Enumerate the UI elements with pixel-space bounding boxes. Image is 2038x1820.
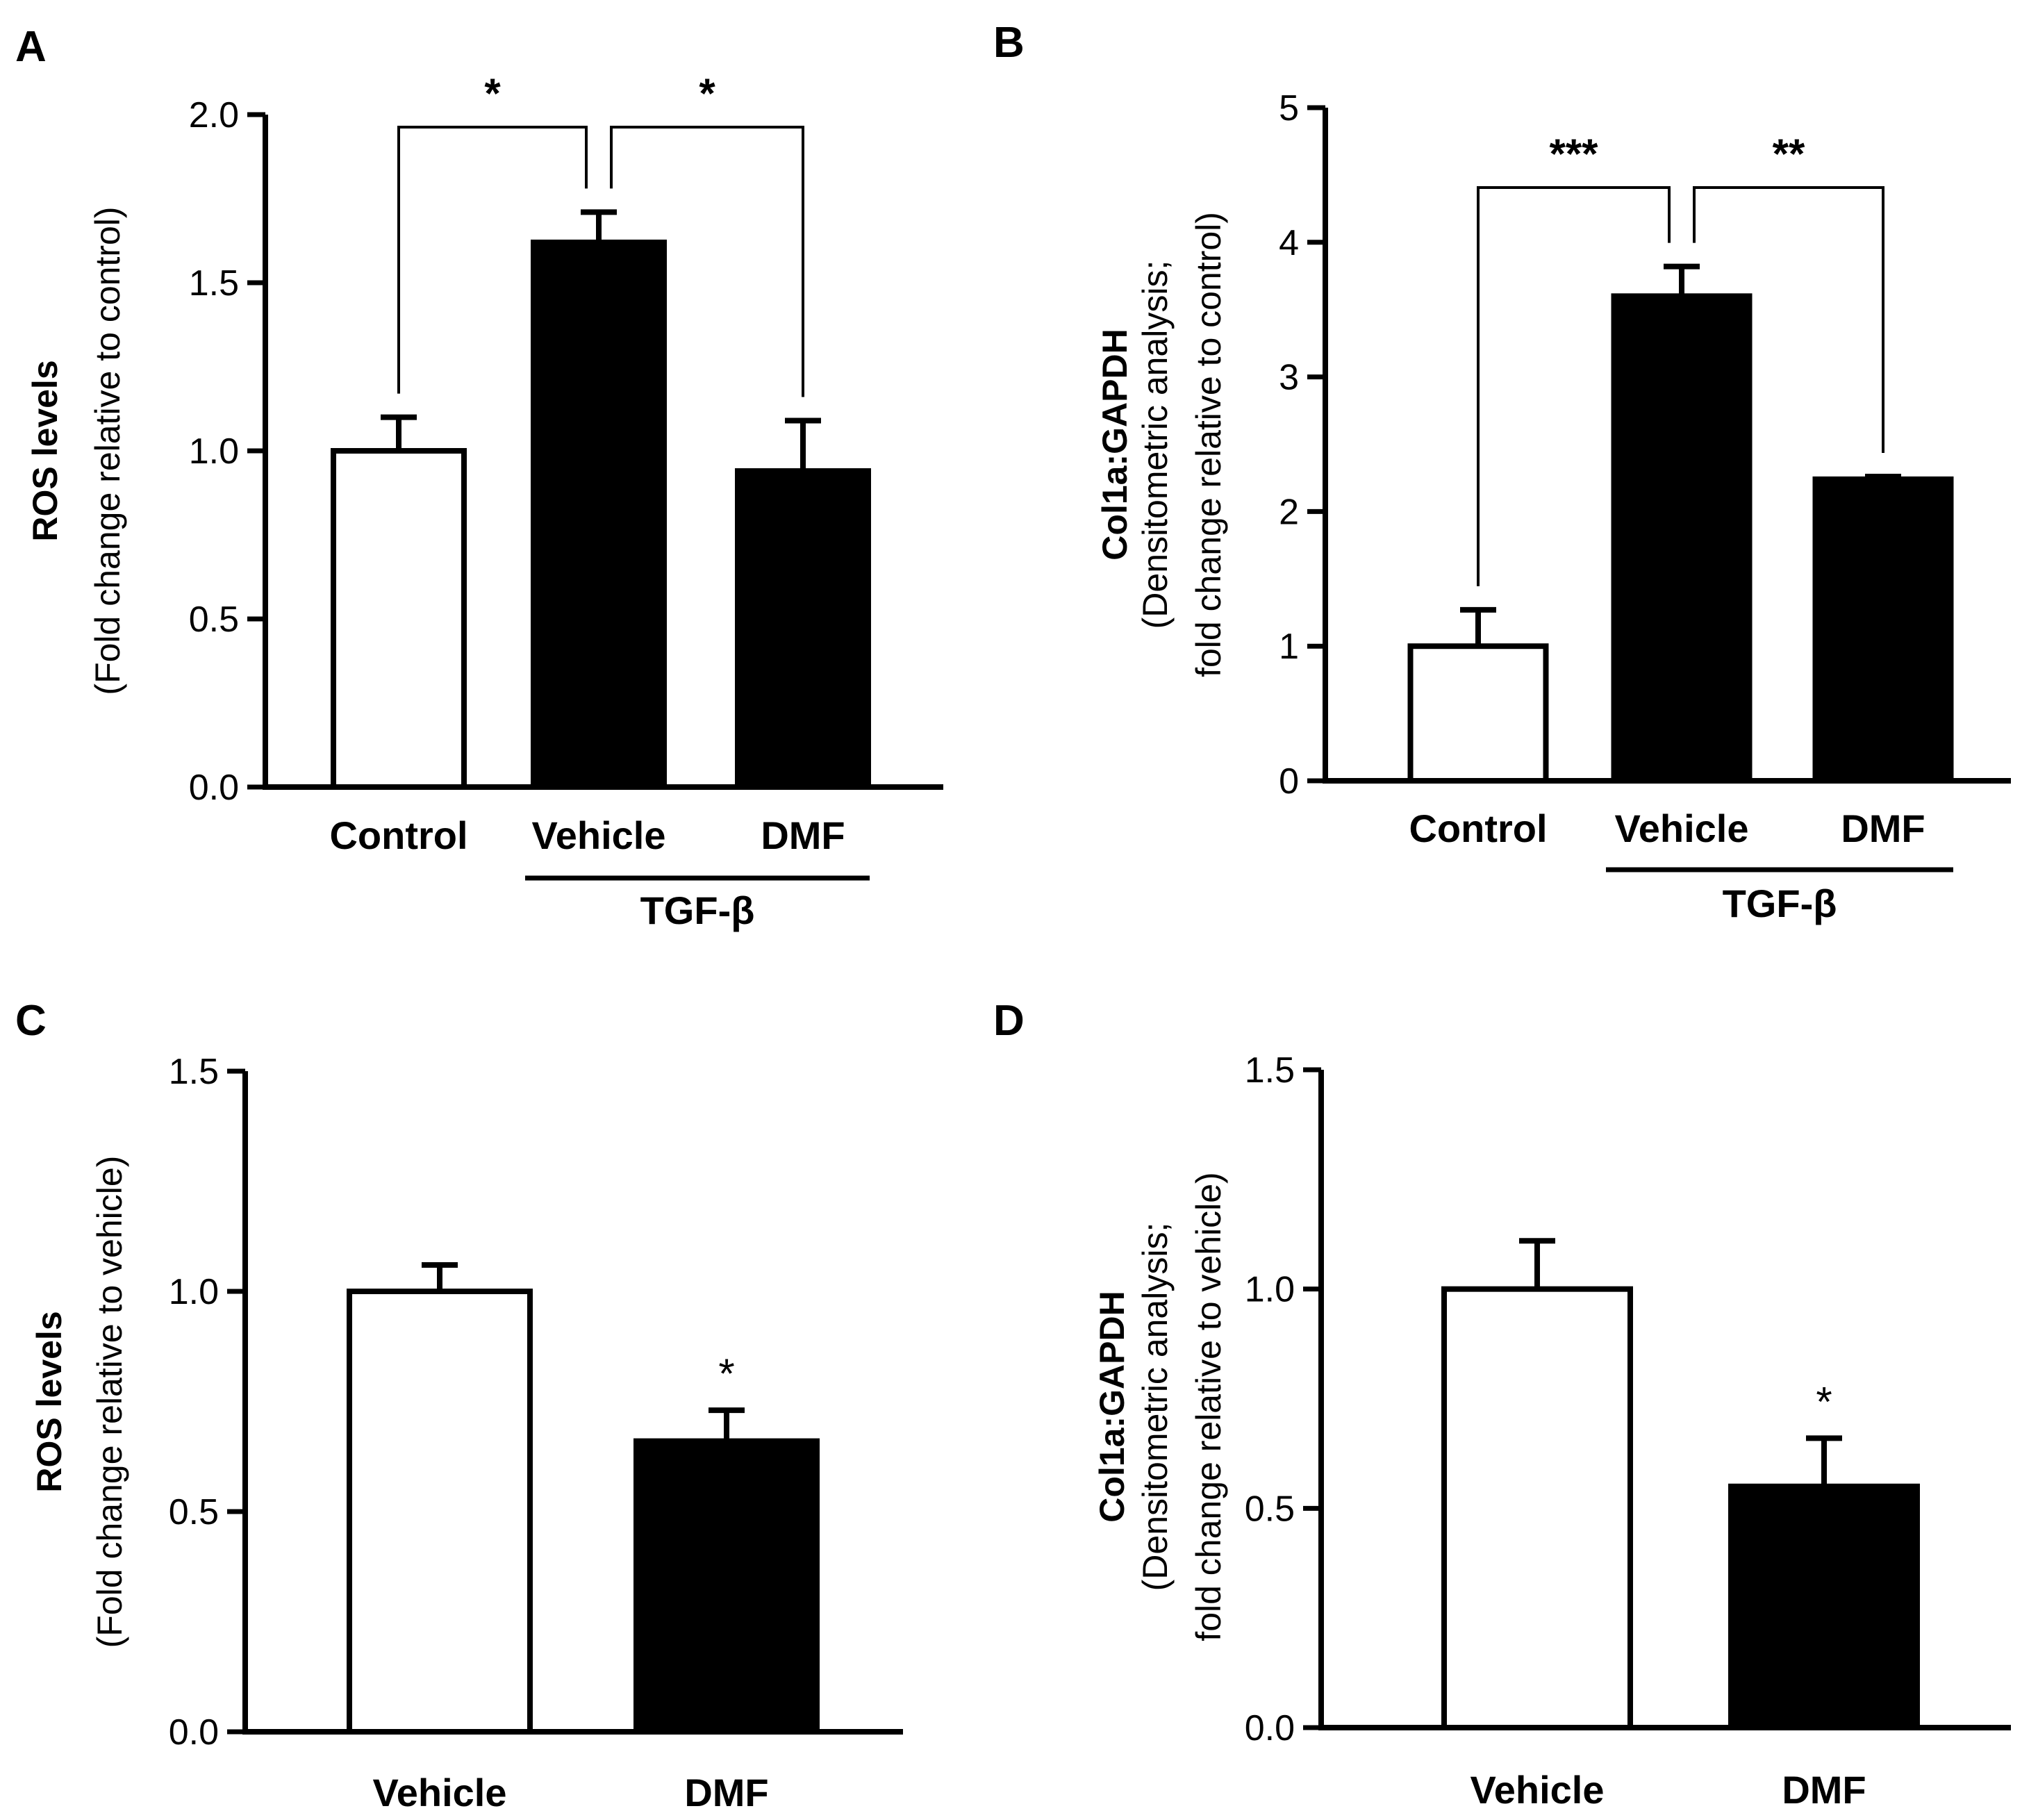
x-category-label: DMF: [1841, 806, 1925, 850]
y-tick-label: 4: [1279, 223, 1299, 263]
panel-letter: D: [993, 997, 1025, 1045]
y-axis-title: ROS levels: [26, 360, 65, 541]
y-axis-title: ROS levels: [30, 1311, 69, 1492]
y-tick-label: 1.0: [169, 1272, 219, 1312]
x-category-label: DMF: [1782, 1768, 1866, 1812]
group-label: TGF-β: [1723, 882, 1837, 925]
x-category-label: Vehicle: [1470, 1768, 1604, 1812]
bar-vehicle: [347, 1289, 533, 1735]
y-tick-label: 1.0: [189, 431, 239, 472]
y-tick-label: 1.0: [1245, 1270, 1295, 1310]
y-tick-label: 2.0: [189, 95, 239, 135]
significance-star: *: [1816, 1378, 1832, 1425]
y-tick-label: 1: [1279, 627, 1299, 667]
significance-bracket: [610, 126, 804, 397]
y-tick-label: 0.5: [169, 1492, 219, 1532]
bar-dmf: [1728, 1483, 1920, 1730]
group-label: TGF-β: [640, 888, 755, 932]
significance-star: *: [718, 1350, 734, 1397]
x-category-label: DMF: [761, 813, 845, 857]
chart-panel-a: A ROS levels (Fold change relative to cont…: [15, 23, 943, 932]
significance-label: ***: [1549, 131, 1598, 177]
y-axis-subtitle: fold change relative to control): [1189, 212, 1228, 677]
y-tick-label: 0.0: [189, 768, 239, 808]
y-axis-subtitle: (Densitometric analysis;: [1136, 1223, 1175, 1591]
y-tick-label: 0.5: [1245, 1489, 1295, 1529]
bar-dmf: [735, 468, 871, 790]
x-category-label: Control: [1409, 806, 1547, 850]
significance-bracket: [1477, 186, 1671, 586]
y-tick-label: 2: [1279, 492, 1299, 532]
y-tick-label: 1.5: [189, 263, 239, 304]
bar-dmf: [633, 1438, 820, 1735]
y-axis-title: Col1a:GAPDH: [1093, 1291, 1132, 1522]
x-category-label: Control: [329, 813, 467, 857]
bar-control: [331, 448, 467, 790]
y-tick-label: 3: [1279, 358, 1299, 398]
chart-panel-d: D Col1a:GAPDH (Densitometric analysis; fold…: [993, 997, 2011, 1812]
bar-control: [1407, 643, 1549, 784]
y-axis-subtitle: (Fold change relative to control): [88, 206, 127, 695]
y-tick-label: 1.5: [169, 1052, 219, 1092]
y-tick-label: 0.0: [1245, 1708, 1295, 1748]
significance-label: **: [1773, 131, 1805, 177]
chart-panel-b: B Col1a:GAPDH (Densitometric analysis; fold…: [993, 19, 2011, 925]
x-category-label: Vehicle: [531, 813, 665, 857]
significance-bracket: [1693, 186, 1884, 454]
y-axis-title: Col1a:GAPDH: [1095, 329, 1134, 560]
bar-dmf: [1812, 476, 1954, 784]
y-tick-label: 5: [1279, 88, 1299, 129]
y-tick-label: 0.5: [189, 599, 239, 640]
x-category-label: Vehicle: [1614, 806, 1748, 850]
y-tick-label: 1.5: [1245, 1050, 1295, 1091]
y-tick-label: 0.0: [169, 1712, 219, 1753]
x-category-label: DMF: [684, 1771, 768, 1814]
panel-letter: B: [993, 19, 1025, 67]
x-category-label: Vehicle: [372, 1771, 506, 1814]
significance-bracket: [397, 126, 588, 394]
significance-label: *: [699, 70, 715, 117]
bar-vehicle: [1441, 1286, 1633, 1730]
panel-letter: A: [15, 23, 47, 71]
significance-label: *: [484, 70, 501, 117]
bar-vehicle: [531, 239, 667, 791]
y-tick-label: 0: [1279, 761, 1299, 802]
y-axis-subtitle: (Densitometric analysis;: [1136, 260, 1175, 629]
bar-vehicle: [1611, 293, 1753, 784]
y-axis-subtitle: (Fold change relative to vehicle): [90, 1156, 129, 1648]
panel-letter: C: [15, 997, 47, 1045]
y-axis-subtitle: fold change relative to vehicle): [1189, 1172, 1228, 1641]
chart-panel-c: C ROS levels (Fold change relative to vehi…: [15, 997, 903, 1814]
